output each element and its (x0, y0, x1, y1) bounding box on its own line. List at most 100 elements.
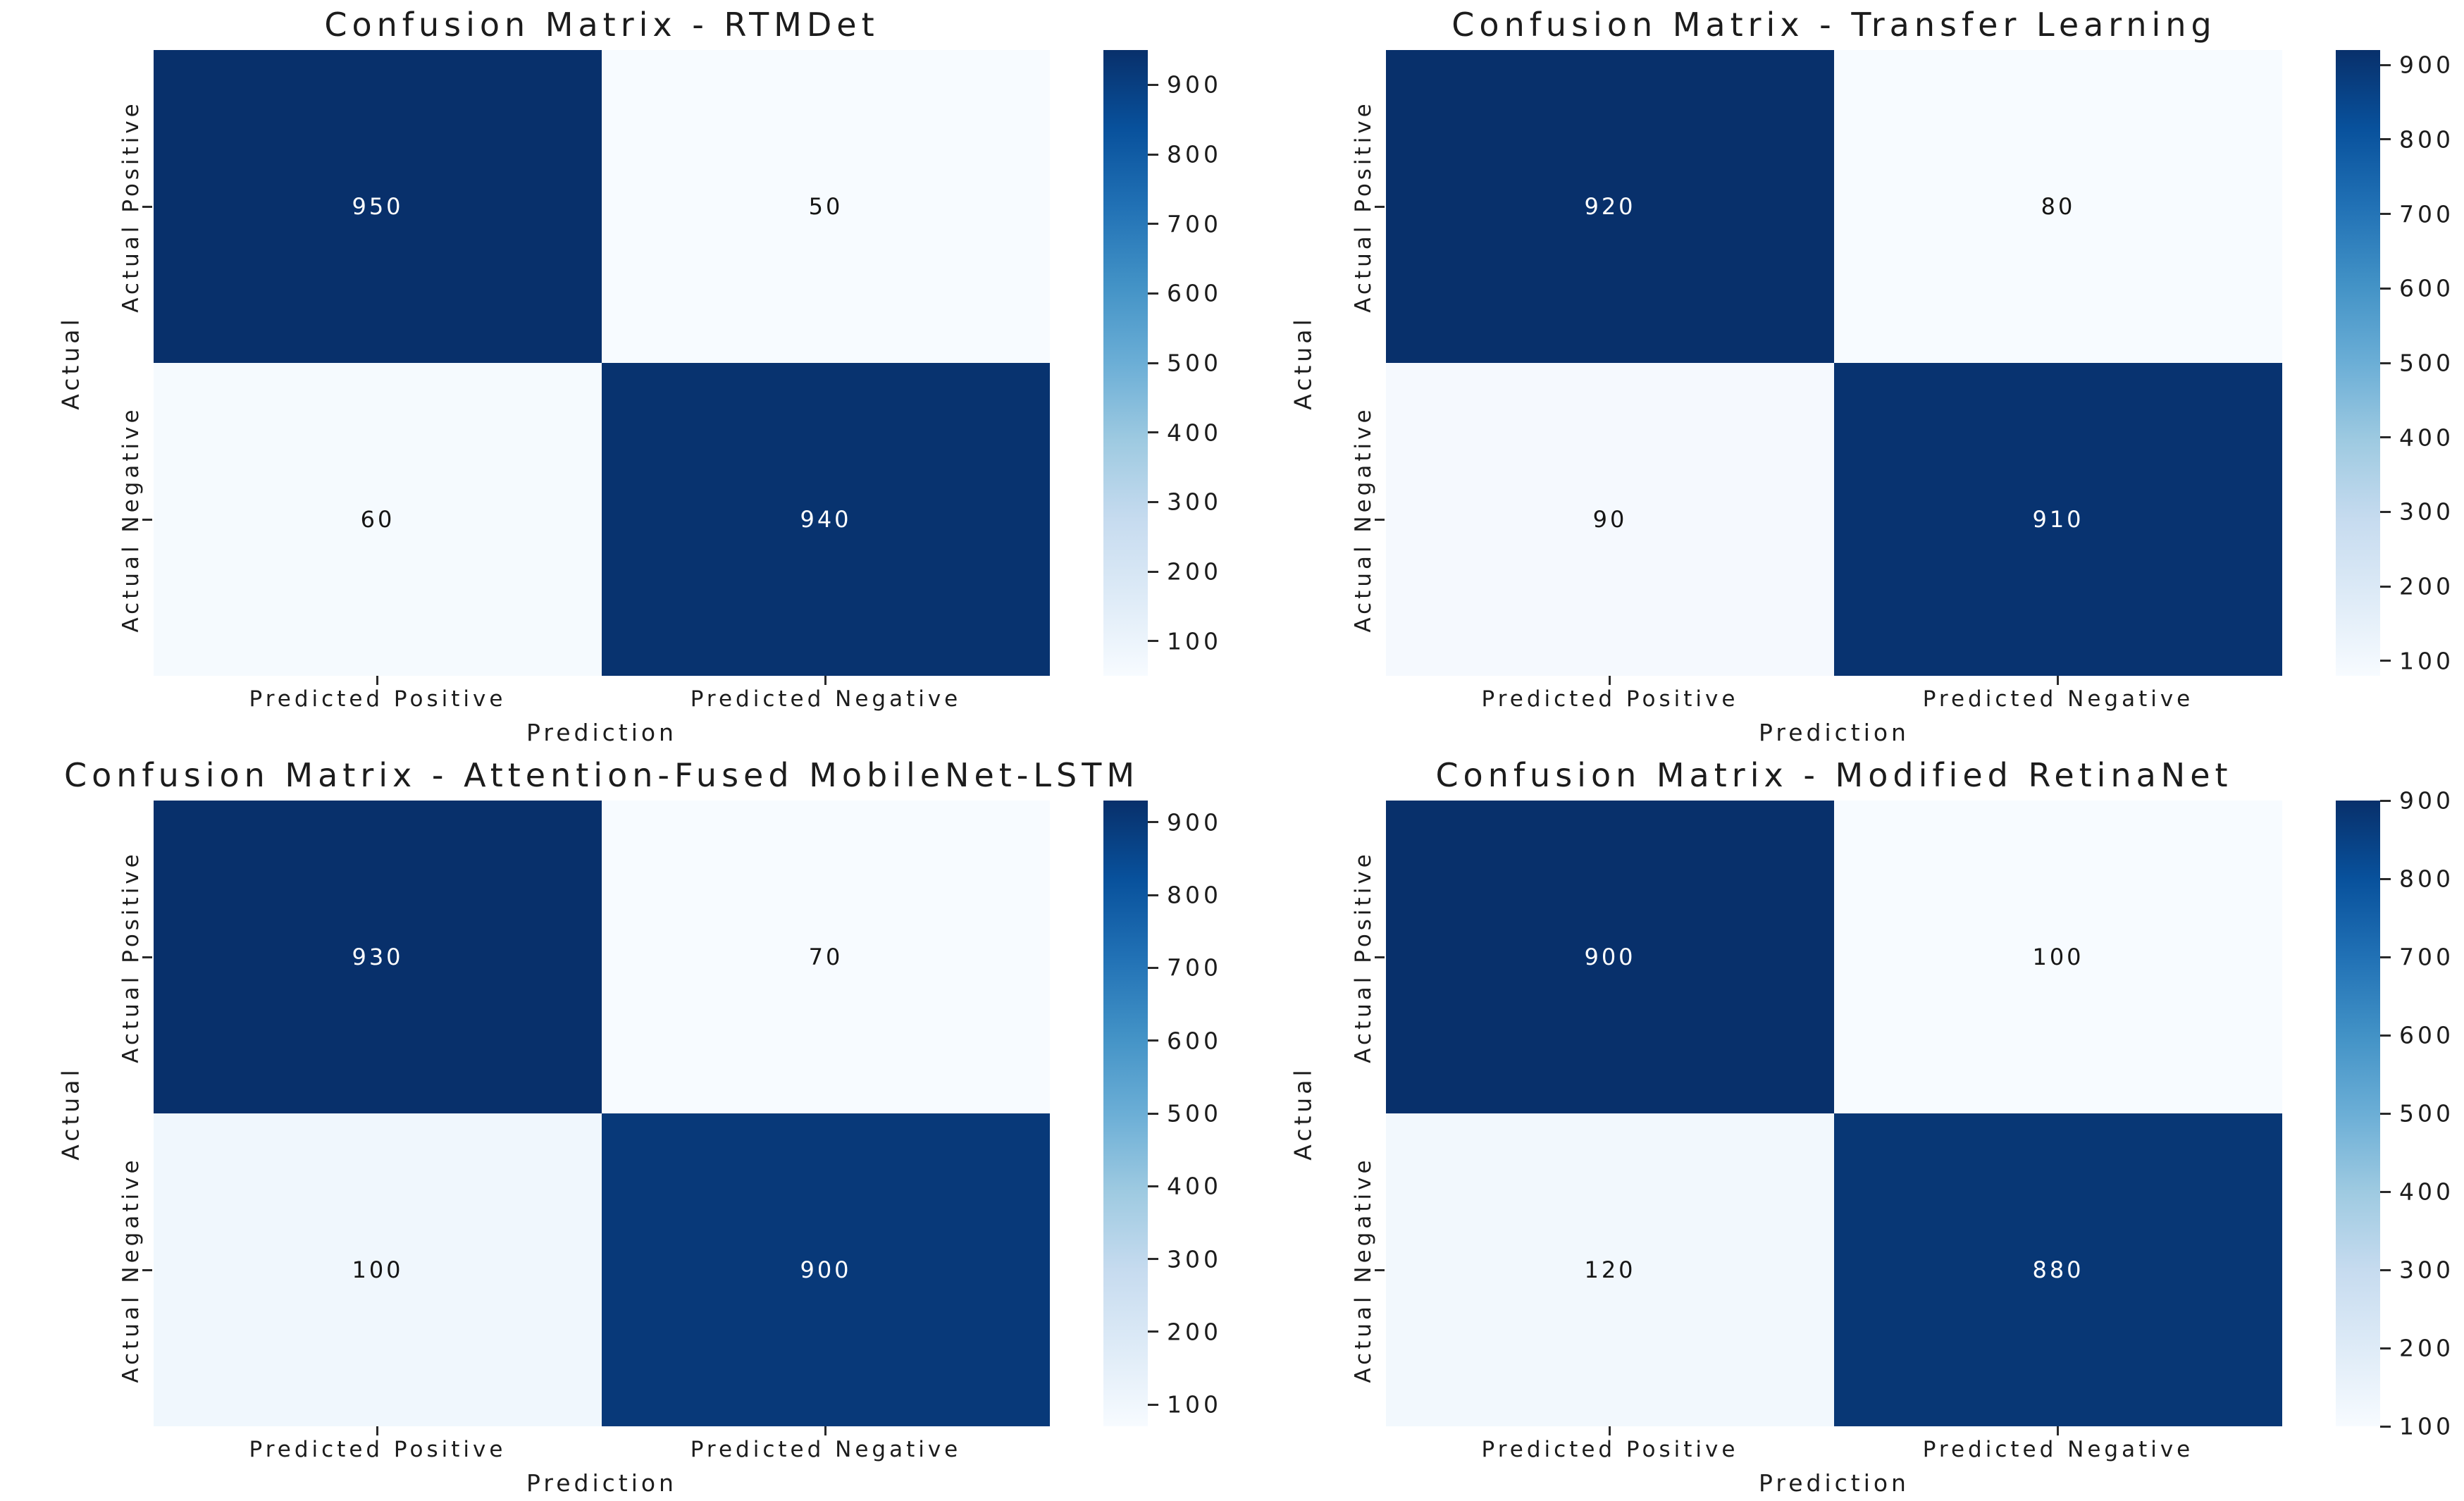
chart-title: Confusion Matrix - Attention-Fused Mobil… (63, 756, 1140, 794)
matrix-cell-r0c0: 900 (1386, 801, 1834, 1113)
y-tick-label-actual-positive: Actual Positive (118, 100, 144, 313)
matrix-cell-r0c1: 80 (1834, 50, 2282, 363)
x-tick-label-predicted-positive: Predicted Positive (249, 1437, 507, 1462)
x-tick-label-predicted-positive: Predicted Positive (1481, 686, 1739, 712)
colorbar-tick-label: 200 (2399, 1334, 2454, 1362)
colorbar-tick-mark (1148, 640, 1158, 643)
y-tick-label-actual-negative: Actual Negative (1351, 406, 1376, 633)
y-tick-mark (142, 956, 152, 958)
matrix-cell-r1c0: 90 (1386, 363, 1834, 676)
colorbar-tick-mark (1148, 1330, 1158, 1333)
colorbar-tick-mark (2380, 287, 2391, 290)
colorbar-tick-mark (1148, 292, 1158, 295)
colorbar-tick-mark (2380, 213, 2391, 216)
colorbar-tick-mark (2380, 877, 2391, 880)
y-tick-label-actual-negative: Actual Negative (118, 1156, 144, 1383)
colorbar-tick-label: 400 (2399, 1178, 2454, 1206)
subplot-modified-retinanet: Confusion Matrix - Modified RetinaNet Ac… (1232, 750, 2464, 1501)
confusion-matrix-heatmap: 920 80 90 910 (1386, 50, 2282, 676)
x-axis-label: Prediction (526, 719, 677, 746)
colorbar-tick-label: 900 (1167, 70, 1222, 99)
colorbar-tick-mark (1148, 1039, 1158, 1042)
colorbar-tick-mark (2380, 63, 2391, 66)
colorbar-tick-mark (1148, 153, 1158, 156)
colorbar-tick-mark (2380, 799, 2391, 802)
matrix-cell-r1c1: 880 (1834, 1113, 2282, 1426)
matrix-cell-r0c1: 70 (602, 801, 1050, 1113)
matrix-cell-r1c1: 910 (1834, 363, 2282, 676)
colorbar-tick-mark (1148, 362, 1158, 364)
subplot-attention-fused-mobilenet-lstm: Confusion Matrix - Attention-Fused Mobil… (0, 750, 1232, 1501)
colorbar-tick-label: 800 (1167, 881, 1222, 909)
colorbar-tick-mark (2380, 1034, 2391, 1037)
colorbar-tick-mark (2380, 1268, 2391, 1271)
x-axis-label: Prediction (1759, 719, 1909, 746)
colorbar-tick-label: 800 (2399, 865, 2454, 893)
colorbar-tick-mark (2380, 1347, 2391, 1349)
colorbar-tick-label: 500 (1167, 349, 1222, 377)
chart-title: Confusion Matrix - Transfer Learning (1451, 6, 2217, 44)
colorbar-tick-label: 100 (1167, 1390, 1222, 1419)
y-axis-label: Actual (1289, 1066, 1317, 1161)
confusion-matrix-heatmap: 950 50 60 940 (154, 50, 1050, 676)
colorbar-tick-mark (2380, 585, 2391, 588)
colorbar-tick-mark (1148, 500, 1158, 503)
matrix-cell-r0c1: 100 (1834, 801, 2282, 1113)
y-axis-label: Actual (56, 316, 85, 410)
colorbar-tick-label: 200 (1167, 1318, 1222, 1346)
colorbar-tick-mark (2380, 1425, 2391, 1428)
y-tick-label-actual-positive: Actual Positive (118, 851, 144, 1063)
chart-title: Confusion Matrix - RTMDet (324, 6, 879, 44)
colorbar-tick-mark (2380, 138, 2391, 141)
colorbar-tick-mark (1148, 894, 1158, 896)
colorbar-tick-mark (2380, 660, 2391, 662)
x-tick-mark (376, 1426, 378, 1435)
x-tick-label-predicted-negative: Predicted Negative (1922, 1437, 2194, 1462)
x-tick-mark (1609, 1426, 1611, 1435)
colorbar-tick-label: 500 (2399, 349, 2454, 377)
colorbar-tick-mark (1148, 1403, 1158, 1406)
x-tick-label-predicted-negative: Predicted Negative (690, 1437, 962, 1462)
matrix-cell-r0c0: 930 (154, 801, 602, 1113)
y-tick-label-actual-positive: Actual Positive (1351, 100, 1376, 313)
y-tick-mark (1375, 519, 1385, 521)
colorbar (2336, 50, 2380, 676)
colorbar-tick-label: 900 (2399, 51, 2454, 79)
y-axis-label: Actual (1289, 316, 1317, 410)
subplot-rtmdet: Confusion Matrix - RTMDet Actual Actual … (0, 0, 1232, 750)
colorbar-tick-mark (2380, 1112, 2391, 1115)
x-tick-mark (824, 1426, 827, 1435)
chart-title: Confusion Matrix - Modified RetinaNet (1435, 756, 2233, 794)
colorbar-tick-label: 800 (2399, 125, 2454, 154)
y-axis-label: Actual (56, 1066, 85, 1161)
y-tick-mark (142, 206, 152, 208)
colorbar-tick-label: 200 (2399, 572, 2454, 600)
colorbar-tick-mark (2380, 956, 2391, 958)
y-tick-mark (1375, 1269, 1385, 1271)
y-tick-label-actual-negative: Actual Negative (1351, 1156, 1376, 1383)
matrix-cell-r0c0: 950 (154, 50, 602, 363)
colorbar-tick-label: 700 (2399, 943, 2454, 971)
x-tick-label-predicted-positive: Predicted Positive (249, 686, 507, 712)
colorbar-tick-label: 700 (1167, 210, 1222, 238)
colorbar-tick-label: 700 (2399, 200, 2454, 228)
colorbar-tick-label: 600 (1167, 1027, 1222, 1055)
matrix-cell-r0c1: 50 (602, 50, 1050, 363)
colorbar-tick-mark (1148, 1185, 1158, 1187)
colorbar-tick-label: 600 (2399, 1021, 2454, 1049)
x-tick-mark (1609, 676, 1611, 685)
colorbar-tick-mark (1148, 83, 1158, 86)
colorbar-tick-label: 300 (2399, 498, 2454, 526)
colorbar-tick-label: 900 (2399, 786, 2454, 815)
colorbar-tick-label: 600 (2399, 274, 2454, 302)
y-tick-mark (1375, 956, 1385, 958)
matrix-cell-r1c0: 100 (154, 1113, 602, 1426)
colorbar-tick-label: 400 (1167, 419, 1222, 447)
x-tick-mark (376, 676, 378, 685)
matrix-cell-r1c1: 940 (602, 363, 1050, 676)
colorbar-tick-mark (2380, 1190, 2391, 1193)
colorbar-tick-mark (1148, 821, 1158, 824)
colorbar-tick-label: 900 (1167, 808, 1222, 836)
colorbar (2336, 801, 2380, 1426)
